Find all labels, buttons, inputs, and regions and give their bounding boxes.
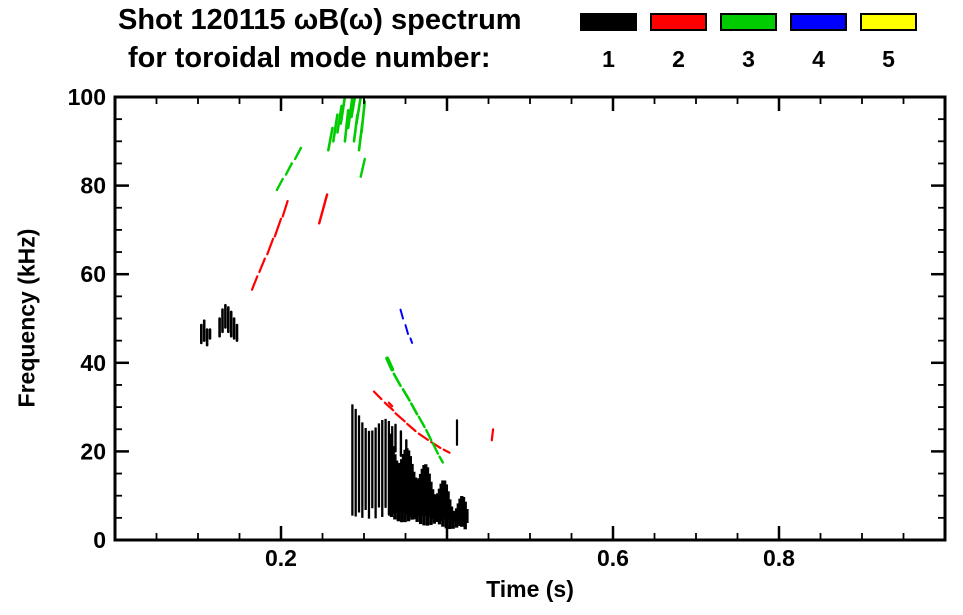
data-stroke	[385, 356, 395, 372]
x-tick-label: 0.2	[265, 545, 297, 571]
series-n1	[200, 303, 469, 530]
data-stroke	[399, 308, 404, 320]
y-tick-label: 20	[80, 438, 106, 464]
legend: 1 2 3 4 5	[0, 0, 963, 80]
x-tick-label: 0.8	[763, 545, 795, 571]
x-tick-label: 0.6	[597, 545, 629, 571]
legend-swatch-1	[580, 13, 637, 31]
y-tick-label: 100	[68, 84, 106, 110]
data-stroke	[355, 97, 363, 125]
legend-mode-number-3: 3	[742, 46, 755, 72]
data-stroke	[250, 275, 259, 291]
data-stroke	[326, 126, 334, 152]
y-tick-label: 0	[93, 527, 106, 553]
data-stroke	[343, 109, 350, 143]
data-stroke	[275, 177, 284, 192]
data-stroke	[266, 237, 275, 256]
y-tick-label: 40	[80, 350, 106, 376]
data-stroke	[350, 97, 357, 119]
legend-swatch-5	[860, 13, 917, 31]
plot-frame	[113, 95, 947, 542]
data-stroke	[293, 146, 303, 161]
legend-swatch-3	[720, 13, 777, 31]
data-stroke	[409, 402, 419, 416]
data-stroke	[387, 401, 394, 408]
legend-swatch-4	[790, 13, 847, 31]
legend-mode-number-2: 2	[672, 46, 685, 72]
data-stroke	[431, 442, 440, 455]
data-stroke	[417, 432, 429, 441]
data-stroke	[258, 257, 266, 274]
data-stroke	[417, 415, 426, 429]
data-stroke	[383, 401, 395, 412]
data-stroke	[281, 200, 289, 218]
legend-mode-number-1: 1	[602, 46, 615, 72]
data-stroke	[442, 448, 451, 454]
legend-mode-number-4: 4	[812, 46, 825, 72]
data-stroke	[284, 162, 293, 176]
data-stroke	[359, 157, 366, 178]
data-stroke	[438, 455, 445, 464]
data-stroke	[392, 372, 402, 388]
chart-title: Shot 120115 ωB(ω) spectrum	[118, 4, 522, 36]
series-n2	[250, 193, 495, 454]
series-n4	[399, 308, 414, 344]
data-stroke	[346, 97, 354, 130]
data-stroke	[331, 113, 339, 143]
legend-mode-number-5: 5	[882, 46, 895, 72]
chart-subtitle: for toroidal mode number:	[128, 42, 491, 74]
data-stroke	[401, 388, 411, 402]
data-stroke	[404, 324, 409, 335]
data-stroke	[425, 428, 433, 442]
data-stroke	[273, 217, 283, 238]
legend-swatch-2	[650, 13, 707, 31]
data-stroke	[360, 100, 367, 134]
data-stroke	[406, 422, 417, 433]
data-stroke	[394, 412, 406, 423]
x-axis-label: Time (s)	[486, 576, 574, 602]
y-tick-label: 80	[80, 173, 106, 199]
data-stroke	[318, 193, 329, 225]
data-stroke	[372, 390, 383, 401]
data-stroke	[339, 97, 347, 125]
series-n3	[275, 97, 445, 464]
y-tick-label: 60	[80, 261, 106, 287]
data-stroke	[336, 104, 343, 134]
data-stroke	[490, 428, 495, 442]
data-stroke	[409, 337, 414, 344]
